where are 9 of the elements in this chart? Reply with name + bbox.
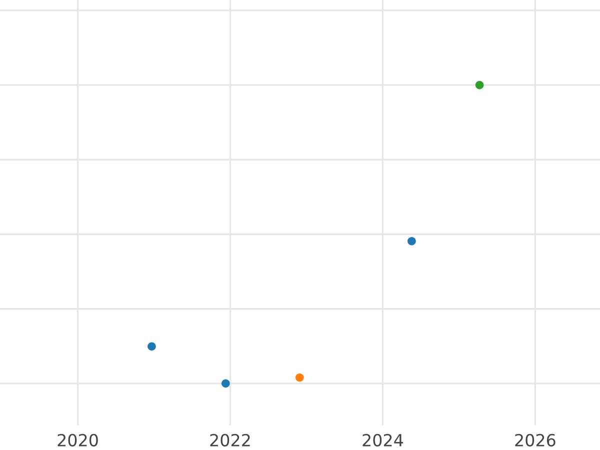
point — [222, 379, 230, 388]
point — [148, 342, 156, 351]
point — [408, 236, 416, 246]
x-tick-label: 2026 — [515, 434, 556, 446]
point — [475, 80, 484, 90]
x-tick-label: 2024 — [362, 434, 403, 446]
x-tick-label: 2020 — [58, 434, 98, 446]
x-tick-label: 2022 — [210, 434, 250, 446]
point — [295, 373, 304, 382]
